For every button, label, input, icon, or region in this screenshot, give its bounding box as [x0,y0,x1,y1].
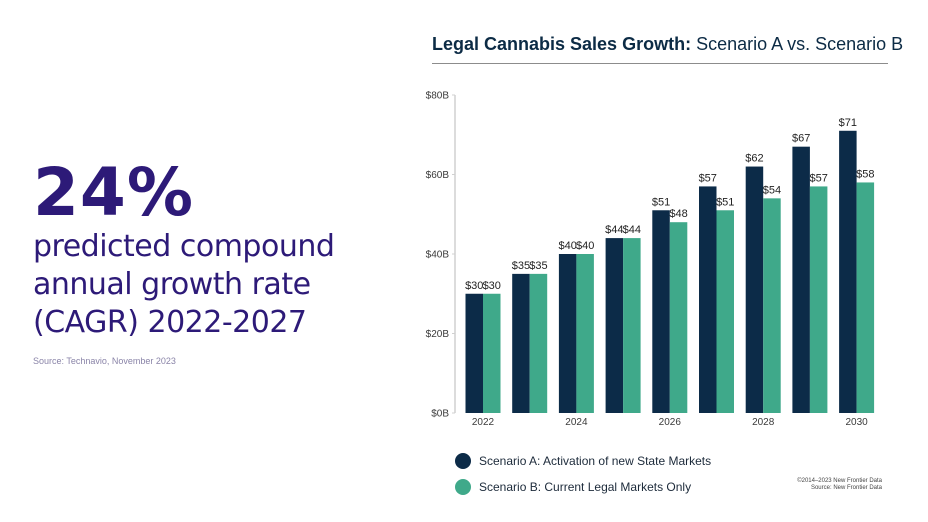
bar-scenario-b [716,210,734,413]
data-label-scenario-b: $57 [809,172,827,184]
x-tick-label: 2024 [565,417,588,428]
bar-scenario-a [652,210,670,413]
data-label-scenario-a: $67 [792,133,810,145]
bar-scenario-b [809,186,828,413]
bar-scenario-a [699,186,717,413]
data-label-scenario-a: $71 [839,117,857,129]
data-label-scenario-b: $40 [576,240,594,252]
chart-title-regular: Scenario A vs. Scenario B [691,34,904,54]
bar-scenario-a [605,238,624,413]
stat-source: Source: Technavio, November 2023 [33,356,176,366]
bar-scenario-a [465,293,483,413]
credits-source: Source: New Frontier Data [810,485,882,491]
stat-description-line-3: (CAGR) 2022-2027 [33,305,307,340]
chart-legend: Scenario A: Activation of new State Mark… [455,448,711,500]
data-label-scenario-b: $48 [669,208,687,220]
bar-scenario-a [512,273,530,413]
data-label-scenario-a: $51 [652,196,670,208]
bar-scenario-b [623,238,641,413]
copyright-text: ©2014–2023 New Frontier Data [797,478,882,484]
legend-label-scenario-a: Scenario A: Activation of new State Mark… [479,454,712,468]
data-label-scenario-a: $44 [605,224,623,236]
data-label-scenario-b: $44 [623,224,641,236]
title-divider [432,63,888,64]
x-tick-label: 2022 [472,417,495,428]
data-label-scenario-a: $35 [512,260,530,272]
bar-scenario-b [576,254,594,413]
y-tick-label: $80B [426,91,450,102]
headline-block: 24% predicted compound annual growth rat… [33,154,393,367]
data-label-scenario-a: $57 [699,172,717,184]
bar-scenario-b [529,273,548,413]
data-label-scenario-b: $58 [856,168,874,180]
y-tick-label: $60B [426,170,450,181]
cagr-stat: 24% [33,154,194,231]
bar-scenario-b [483,293,501,413]
stat-description-line-2: annual growth rate [33,267,311,302]
data-label-scenario-a: $30 [465,280,483,292]
legend-item-scenario-a: Scenario A: Activation of new State Mark… [455,448,711,474]
bar-scenario-b [763,198,781,413]
y-tick-label: $40B [426,250,450,261]
x-tick-label: 2026 [659,417,682,428]
data-label-scenario-b: $51 [716,196,734,208]
legend-swatch-scenario-a [455,453,471,469]
data-label-scenario-b: $35 [529,260,547,272]
legend-swatch-scenario-b [455,479,471,495]
bar-scenario-b [669,222,688,413]
stat-description-line-1: predicted compound [33,229,335,264]
data-label-scenario-b: $30 [483,280,501,292]
y-tick-label: $20B [426,329,450,340]
legend-item-scenario-b: Scenario B: Current Legal Markets Only [455,474,711,500]
chart-title: Legal Cannabis Sales Growth: Scenario A … [432,34,903,55]
chart-credits: ©2014–2023 New Frontier Data Source: New… [797,478,882,492]
bar-scenario-a [839,130,857,413]
x-tick-label: 2030 [845,417,868,428]
y-tick-label: $0B [431,409,449,420]
bar-scenario-a [558,254,577,413]
x-tick-label: 2028 [752,417,775,428]
bar-scenario-a [792,146,810,414]
bar-scenario-b [856,182,875,413]
chart-title-bold: Legal Cannabis Sales Growth: [432,34,692,54]
data-label-scenario-b: $54 [763,184,781,196]
data-label-scenario-a: $40 [558,240,576,252]
legend-label-scenario-b: Scenario B: Current Legal Markets Only [479,480,692,494]
data-label-scenario-a: $62 [745,153,763,165]
bar-scenario-a [745,166,764,413]
